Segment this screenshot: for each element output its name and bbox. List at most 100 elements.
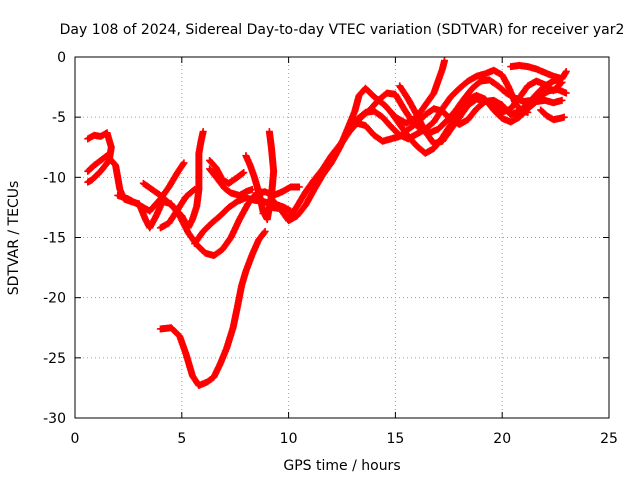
data-point bbox=[518, 64, 521, 67]
data-point bbox=[552, 89, 555, 92]
data-point bbox=[191, 374, 194, 378]
data-point bbox=[398, 123, 401, 126]
data-point bbox=[383, 103, 386, 107]
data-point bbox=[402, 107, 406, 110]
data-point bbox=[441, 109, 444, 113]
data-point bbox=[150, 188, 154, 191]
data-point bbox=[522, 100, 525, 103]
data-point bbox=[449, 95, 453, 98]
data-point bbox=[432, 147, 436, 150]
data-point bbox=[227, 182, 230, 185]
data-point bbox=[509, 120, 512, 124]
data-point bbox=[86, 137, 90, 141]
data-point bbox=[268, 130, 271, 133]
data-point bbox=[90, 178, 94, 181]
data-point bbox=[509, 113, 512, 116]
data-point bbox=[257, 238, 260, 242]
data-point bbox=[526, 107, 530, 110]
data-point bbox=[93, 134, 96, 137]
data-point bbox=[154, 214, 158, 218]
data-point bbox=[415, 144, 418, 148]
series-track-7 bbox=[206, 165, 256, 199]
data-point bbox=[492, 105, 495, 108]
data-point bbox=[244, 154, 248, 157]
data-point bbox=[483, 72, 487, 76]
data-point bbox=[246, 202, 250, 206]
data-point bbox=[501, 103, 504, 107]
data-point bbox=[118, 188, 122, 191]
data-point bbox=[251, 188, 254, 191]
data-point bbox=[86, 170, 90, 173]
x-tick-label: 0 bbox=[71, 431, 80, 447]
data-point bbox=[357, 94, 361, 97]
data-point bbox=[193, 188, 196, 191]
data-point bbox=[372, 134, 376, 137]
data-point bbox=[169, 203, 173, 207]
data-point bbox=[404, 121, 408, 125]
x-axis-title: GPS time / hours bbox=[283, 458, 400, 474]
data-point bbox=[225, 347, 228, 350]
data-point bbox=[539, 108, 542, 112]
data-point bbox=[180, 214, 183, 218]
data-point bbox=[389, 111, 393, 114]
data-point bbox=[466, 118, 470, 121]
series-track-4 bbox=[139, 128, 207, 232]
data-point bbox=[321, 167, 324, 171]
data-point bbox=[492, 69, 495, 72]
data-point bbox=[443, 59, 446, 62]
data-point bbox=[411, 120, 414, 124]
y-tick-label: -5 bbox=[52, 110, 66, 126]
data-point bbox=[184, 195, 188, 198]
data-point bbox=[144, 218, 147, 221]
data-point bbox=[415, 132, 418, 136]
data-point bbox=[313, 188, 316, 191]
data-point bbox=[184, 353, 188, 356]
data-point bbox=[197, 188, 201, 191]
data-point bbox=[197, 152, 201, 155]
data-point bbox=[304, 203, 307, 207]
data-point bbox=[432, 120, 436, 124]
data-point bbox=[201, 230, 205, 233]
data-point bbox=[492, 99, 495, 102]
data-point bbox=[253, 198, 256, 202]
data-point bbox=[424, 152, 427, 155]
data-point bbox=[272, 170, 275, 173]
data-point bbox=[407, 97, 410, 101]
data-point bbox=[142, 182, 145, 185]
series-track-16 bbox=[396, 77, 566, 148]
data-point bbox=[93, 164, 96, 167]
data-point bbox=[304, 190, 307, 193]
data-point bbox=[187, 231, 190, 234]
data-point bbox=[518, 109, 521, 113]
data-point bbox=[223, 186, 226, 190]
data-point bbox=[176, 171, 179, 174]
data-point bbox=[394, 93, 397, 96]
x-tick-label: 25 bbox=[600, 431, 618, 447]
series-track-15 bbox=[387, 92, 566, 157]
series-track-17 bbox=[507, 61, 566, 83]
data-point bbox=[208, 167, 211, 171]
data-point bbox=[204, 251, 207, 255]
data-point bbox=[507, 85, 510, 89]
data-point bbox=[159, 194, 162, 197]
data-point bbox=[270, 197, 273, 201]
y-tick-label: -20 bbox=[43, 291, 66, 307]
data-point bbox=[86, 180, 90, 184]
data-point bbox=[167, 221, 171, 225]
data-point bbox=[295, 214, 299, 218]
data-point bbox=[441, 67, 444, 71]
data-point bbox=[227, 206, 230, 209]
x-tick-label: 15 bbox=[386, 431, 404, 447]
data-point bbox=[565, 91, 568, 95]
data-point bbox=[298, 185, 301, 189]
data-point bbox=[466, 79, 470, 83]
data-point bbox=[195, 205, 198, 208]
data-point bbox=[560, 77, 564, 80]
y-tick-label: -10 bbox=[43, 170, 66, 186]
data-point bbox=[535, 67, 538, 71]
data-point bbox=[372, 109, 376, 113]
data-point bbox=[466, 97, 470, 101]
data-point bbox=[424, 130, 427, 133]
data-point bbox=[552, 101, 555, 104]
